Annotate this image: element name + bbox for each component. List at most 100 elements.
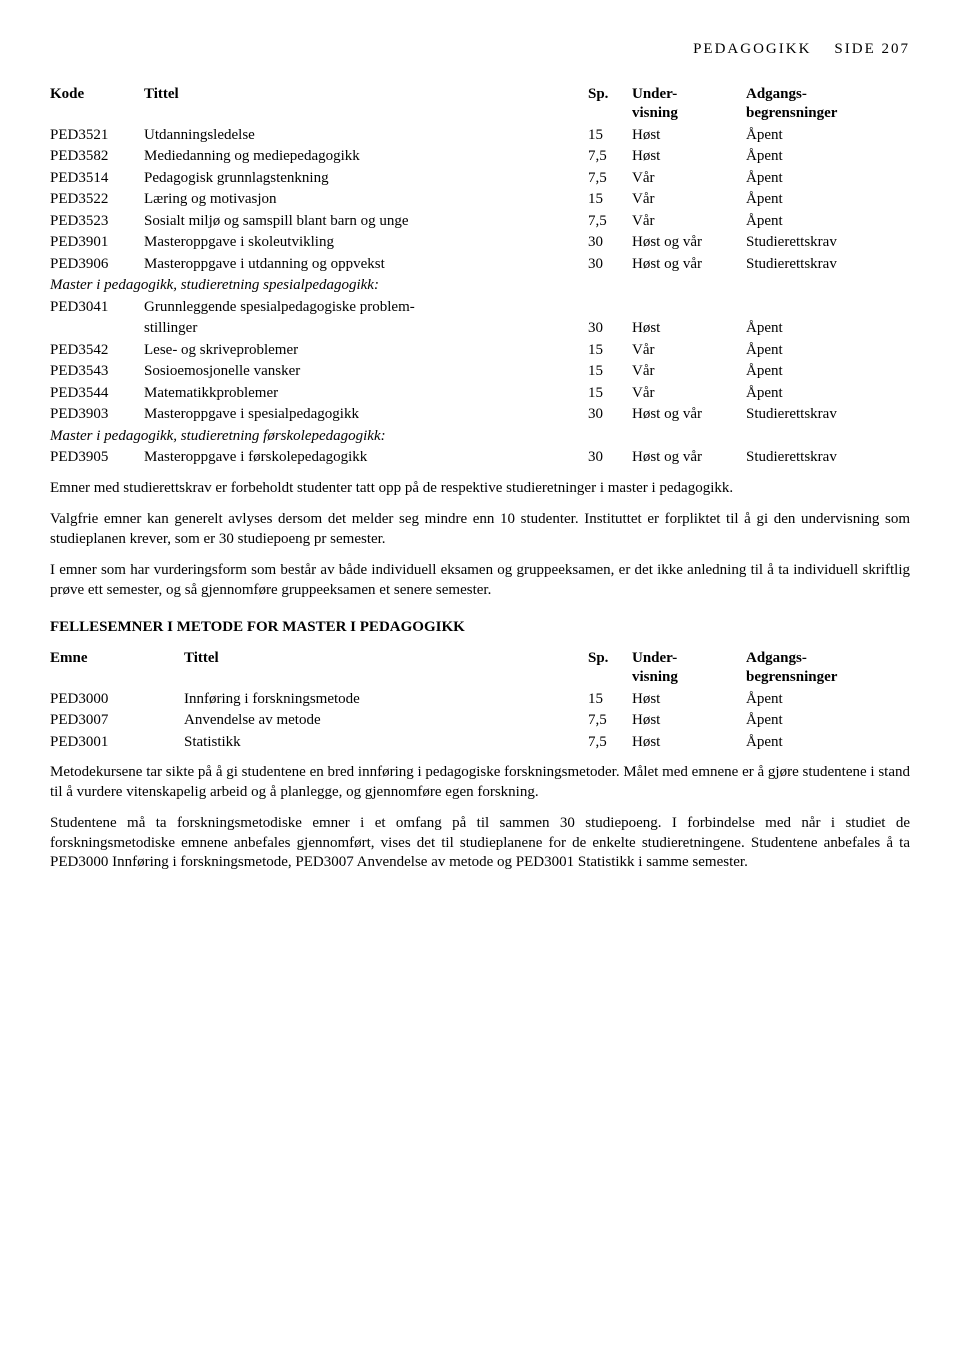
table-row: PED3514Pedagogisk grunnlagstenkning7,5Vå… bbox=[50, 168, 910, 190]
cell-under: Vår bbox=[632, 189, 746, 211]
table-row: PED3007Anvendelse av metode7,5HøstÅpent bbox=[50, 710, 910, 732]
header-subject: PEDAGOGIKK bbox=[693, 41, 811, 57]
cell-tittel: Masteroppgave i utdanning og oppvekst bbox=[144, 254, 588, 276]
cell-under: Høst og vår bbox=[632, 447, 746, 469]
cell-sp: 15 bbox=[588, 189, 632, 211]
cell-sp: 15 bbox=[588, 383, 632, 405]
paragraph: Valgfrie emner kan generelt avlyses ders… bbox=[50, 510, 910, 549]
section-heading-spesial: Master i pedagogikk, studieretning spesi… bbox=[50, 275, 910, 297]
cell-adg: Åpent bbox=[746, 318, 910, 340]
table-row: PED3522Læring og motivasjon15VårÅpent bbox=[50, 189, 910, 211]
cell-under: Høst bbox=[632, 689, 746, 711]
cell-sp: 7,5 bbox=[588, 211, 632, 233]
col-adg: Adgangs- begrensninger bbox=[746, 84, 910, 125]
cell-adg: Studierettskrav bbox=[746, 447, 910, 469]
cell-adg: Åpent bbox=[746, 710, 910, 732]
cell-kode: PED3544 bbox=[50, 383, 144, 405]
cell-under: Høst og vår bbox=[632, 404, 746, 426]
table-row: PED3905Masteroppgave i førskolepedagogik… bbox=[50, 447, 910, 469]
cell-sp: 15 bbox=[588, 361, 632, 383]
cell-tittel: Mediedanning og mediepedagogikk bbox=[144, 146, 588, 168]
col-sp: Sp. bbox=[588, 84, 632, 125]
cell-emne: PED3007 bbox=[50, 710, 184, 732]
page-header: PEDAGOGIKK SIDE 207 bbox=[50, 40, 910, 60]
cell-sp: 30 bbox=[588, 318, 632, 340]
cell-adg: Studierettskrav bbox=[746, 232, 910, 254]
cell-under: Høst bbox=[632, 146, 746, 168]
paragraph: Studentene må ta forskningsmetodiske emn… bbox=[50, 814, 910, 873]
cell-tittel: Innføring i forskningsmetode bbox=[184, 689, 588, 711]
cell-under: Høst og vår bbox=[632, 232, 746, 254]
cell-tittel: Læring og motivasjon bbox=[144, 189, 588, 211]
cell-adg: Åpent bbox=[746, 189, 910, 211]
col-under: Under- visning bbox=[632, 648, 746, 689]
cell-kode: PED3903 bbox=[50, 404, 144, 426]
cell-tittel: Matematikkproblemer bbox=[144, 383, 588, 405]
header-side-label: SIDE bbox=[834, 41, 875, 57]
cell-kode: PED3582 bbox=[50, 146, 144, 168]
cell-tittel: Masteroppgave i førskolepedagogikk bbox=[144, 447, 588, 469]
cell-under: Vår bbox=[632, 340, 746, 362]
cell-under: Høst bbox=[632, 125, 746, 147]
cell-sp: 15 bbox=[588, 340, 632, 362]
table-row: stillinger 30 Høst Åpent bbox=[50, 318, 910, 340]
cell-kode: PED3514 bbox=[50, 168, 144, 190]
cell-sp: 30 bbox=[588, 232, 632, 254]
cell-kode: PED3905 bbox=[50, 447, 144, 469]
cell-kode: PED3542 bbox=[50, 340, 144, 362]
paragraph: I emner som har vurderingsform som bestå… bbox=[50, 561, 910, 600]
table-row: PED3582Mediedanning og mediepedagogikk7,… bbox=[50, 146, 910, 168]
cell-adg: Åpent bbox=[746, 383, 910, 405]
cell-tittel: Sosialt miljø og samspill blant barn og … bbox=[144, 211, 588, 233]
table-row: PED3903Masteroppgave i spesialpedagogikk… bbox=[50, 404, 910, 426]
cell-adg: Åpent bbox=[746, 125, 910, 147]
cell-adg: Åpent bbox=[746, 146, 910, 168]
cell-kode: PED3041 bbox=[50, 297, 144, 319]
cell-kode: PED3901 bbox=[50, 232, 144, 254]
cell-tittel: Masteroppgave i spesialpedagogikk bbox=[144, 404, 588, 426]
cell-emne: PED3001 bbox=[50, 732, 184, 754]
table-header-row: Kode Tittel Sp. Under- visning Adgangs- … bbox=[50, 84, 910, 125]
cell-under: Høst bbox=[632, 318, 746, 340]
col-tittel: Tittel bbox=[144, 84, 588, 125]
col-under: Under- visning bbox=[632, 84, 746, 125]
cell-kode: PED3906 bbox=[50, 254, 144, 276]
cell-sp: 30 bbox=[588, 404, 632, 426]
cell-tittel: Grunnleggende spesialpedagogiske problem… bbox=[144, 297, 910, 319]
cell-adg: Studierettskrav bbox=[746, 254, 910, 276]
table-header-row: Emne Tittel Sp. Under- visning Adgangs- … bbox=[50, 648, 910, 689]
table-row: PED3543Sosioemosjonelle vansker15VårÅpen… bbox=[50, 361, 910, 383]
cell-under: Høst bbox=[632, 732, 746, 754]
paragraph: Metodekursene tar sikte på å gi studente… bbox=[50, 763, 910, 802]
cell-tittel: Sosioemosjonelle vansker bbox=[144, 361, 588, 383]
table-row: PED3521Utdanningsledelse15HøstÅpent bbox=[50, 125, 910, 147]
cell-sp: 15 bbox=[588, 689, 632, 711]
col-tittel: Tittel bbox=[184, 648, 588, 689]
cell-tittel: Anvendelse av metode bbox=[184, 710, 588, 732]
col-kode: Kode bbox=[50, 84, 144, 125]
course-table-main: Kode Tittel Sp. Under- visning Adgangs- … bbox=[50, 84, 910, 469]
cell-under: Vår bbox=[632, 361, 746, 383]
cell-under: Høst og vår bbox=[632, 254, 746, 276]
cell-under: Høst bbox=[632, 710, 746, 732]
cell-kode: PED3543 bbox=[50, 361, 144, 383]
table-row: PED3001Statistikk7,5HøstÅpent bbox=[50, 732, 910, 754]
cell-adg: Studierettskrav bbox=[746, 404, 910, 426]
cell-tittel: Pedagogisk grunnlagstenkning bbox=[144, 168, 588, 190]
cell-adg: Åpent bbox=[746, 732, 910, 754]
table-row: PED3041 Grunnleggende spesialpedagogiske… bbox=[50, 297, 910, 319]
cell-sp: 15 bbox=[588, 125, 632, 147]
table-row: PED3542Lese- og skriveproblemer15VårÅpen… bbox=[50, 340, 910, 362]
cell-sp: 30 bbox=[588, 447, 632, 469]
table-row: PED3523Sosialt miljø og samspill blant b… bbox=[50, 211, 910, 233]
cell-sp: 7,5 bbox=[588, 710, 632, 732]
cell-sp: 7,5 bbox=[588, 168, 632, 190]
cell-under: Vår bbox=[632, 383, 746, 405]
cell-adg: Åpent bbox=[746, 689, 910, 711]
cell-kode: PED3522 bbox=[50, 189, 144, 211]
table-row: PED3906Masteroppgave i utdanning og oppv… bbox=[50, 254, 910, 276]
cell-tittel: Statistikk bbox=[184, 732, 588, 754]
cell-sp: 30 bbox=[588, 254, 632, 276]
cell-sp: 7,5 bbox=[588, 732, 632, 754]
section-title: FELLESEMNER I METODE FOR MASTER I PEDAGO… bbox=[50, 618, 910, 638]
